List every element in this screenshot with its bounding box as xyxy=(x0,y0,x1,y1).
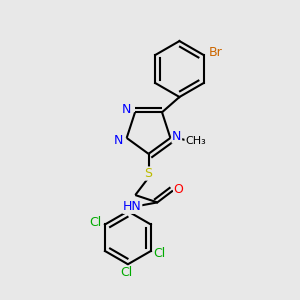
Text: N: N xyxy=(172,130,182,143)
Text: HN: HN xyxy=(123,200,142,213)
Text: N: N xyxy=(114,134,123,147)
Text: Cl: Cl xyxy=(120,266,133,279)
Text: N: N xyxy=(122,103,131,116)
Text: Br: Br xyxy=(209,46,223,59)
Text: O: O xyxy=(174,183,184,196)
Text: CH₃: CH₃ xyxy=(185,136,206,146)
Text: Cl: Cl xyxy=(89,216,102,229)
Text: S: S xyxy=(145,167,152,180)
Text: Cl: Cl xyxy=(154,248,166,260)
